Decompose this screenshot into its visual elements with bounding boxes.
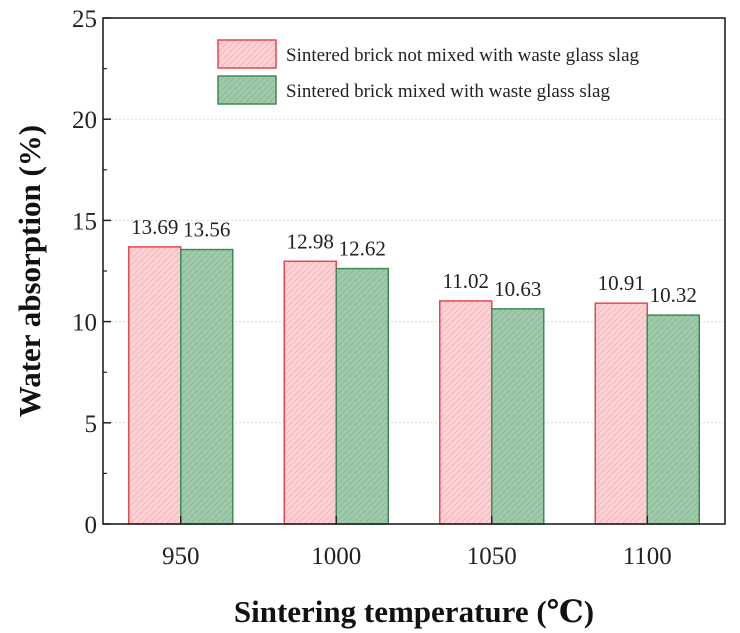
x-tick-label: 1100 bbox=[623, 543, 672, 570]
data-label: 10.32 bbox=[650, 283, 697, 307]
y-tick-label: 25 bbox=[72, 6, 97, 33]
bar-not-mixed bbox=[128, 246, 182, 525]
data-label: 11.02 bbox=[443, 269, 489, 293]
data-label: 12.62 bbox=[339, 237, 386, 261]
legend-label-not-mixed: Sintered brick not mixed with waste glas… bbox=[286, 45, 640, 66]
y-tick-label: 5 bbox=[85, 411, 98, 438]
y-axis-title: Water absorption (%) bbox=[12, 125, 47, 417]
y-tick-label: 15 bbox=[72, 208, 97, 235]
y-tick-label: 20 bbox=[72, 107, 97, 134]
bar-mixed bbox=[180, 248, 234, 525]
x-tick-label: 1050 bbox=[467, 543, 517, 570]
y-tick-label: 0 bbox=[85, 512, 98, 539]
x-tick-label: 1000 bbox=[311, 543, 361, 570]
bar-not-mixed bbox=[283, 260, 337, 525]
data-label: 12.98 bbox=[287, 229, 334, 253]
axes: 0 5 10 15 20 25 950 1000 1050 1100 bbox=[72, 6, 672, 570]
bar-mixed bbox=[646, 314, 700, 525]
legend-swatch-not-mixed bbox=[217, 39, 277, 69]
legend-label-mixed: Sintered brick mixed with waste glass sl… bbox=[286, 81, 610, 102]
data-label: 13.69 bbox=[131, 215, 178, 239]
bar-not-mixed bbox=[594, 302, 648, 525]
bars bbox=[128, 246, 700, 525]
data-label: 10.63 bbox=[494, 277, 541, 301]
bar-mixed bbox=[491, 308, 545, 525]
data-labels: 13.69 13.56 12.98 12.62 11.02 10.63 10.91 10.32 bbox=[131, 215, 697, 307]
x-tick-label: 950 bbox=[162, 543, 200, 570]
data-label: 10.91 bbox=[598, 271, 645, 295]
legend: Sintered brick not mixed with waste glas… bbox=[217, 39, 640, 105]
bar-not-mixed bbox=[439, 300, 493, 525]
legend-swatch-mixed bbox=[217, 75, 277, 105]
bar-mixed bbox=[335, 267, 389, 525]
x-axis-title: Sintering temperature (℃) bbox=[234, 594, 594, 629]
y-tick-label: 10 bbox=[72, 310, 97, 337]
data-label: 13.56 bbox=[183, 218, 230, 242]
